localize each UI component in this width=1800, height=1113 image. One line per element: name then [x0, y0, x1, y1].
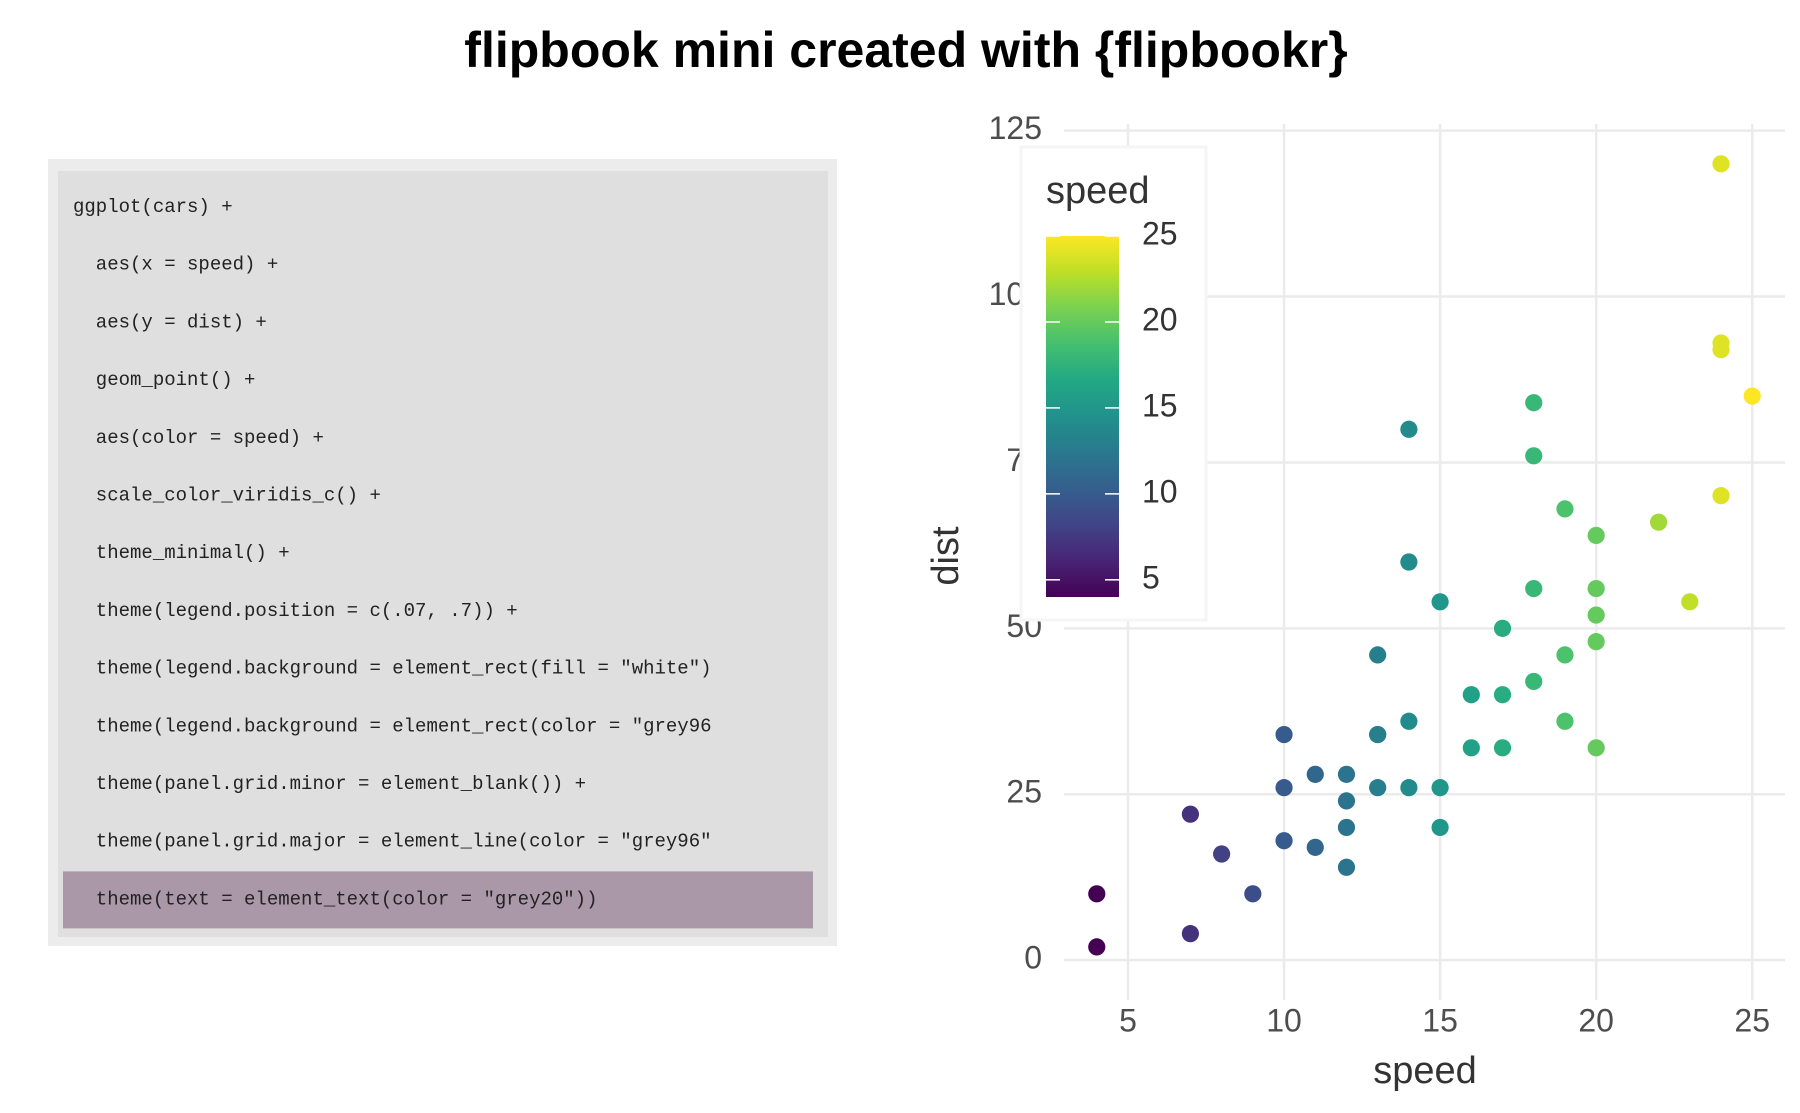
point — [1587, 606, 1605, 624]
legend-tick-label: 5 — [1142, 559, 1160, 595]
point — [1587, 579, 1605, 598]
point — [1306, 765, 1324, 783]
x-tick-label: 20 — [1578, 1002, 1614, 1038]
y-axis-label: dist — [925, 526, 967, 586]
code-highlight — [63, 871, 813, 929]
point — [1337, 818, 1356, 837]
legend-tick-label: 20 — [1142, 301, 1178, 337]
code-block: ggplot(cars) + aes(x = speed) + aes(y = … — [63, 196, 813, 929]
code-line: aes(color = speed) + — [73, 427, 324, 449]
point — [1431, 593, 1449, 611]
point — [1088, 885, 1106, 903]
point — [1525, 579, 1543, 598]
y-tick-label: 125 — [989, 110, 1042, 146]
point — [1587, 633, 1605, 651]
point — [1275, 725, 1293, 744]
x-tick-label: 25 — [1734, 1002, 1770, 1038]
code-line: scale_color_viridis_c() + — [73, 485, 381, 507]
point — [1525, 447, 1543, 465]
point — [1244, 885, 1262, 903]
point — [1681, 593, 1699, 611]
point — [1587, 526, 1605, 545]
point — [1462, 686, 1480, 704]
x-tick-label: 5 — [1119, 1002, 1137, 1038]
plot: 0255075100125510152025 — [989, 110, 1785, 1038]
point — [1213, 845, 1231, 863]
code-line: aes(y = dist) + — [73, 311, 267, 333]
x-axis-label: speed — [1373, 1050, 1477, 1092]
point — [1275, 832, 1293, 850]
code-line: theme(legend.background = element_rect(c… — [73, 715, 712, 737]
code-line: geom_point() + — [73, 369, 255, 391]
point — [1587, 739, 1605, 757]
point — [1088, 938, 1106, 956]
point — [1431, 779, 1449, 797]
x-tick-label: 10 — [1266, 1002, 1302, 1038]
code-line: theme(panel.grid.major = element_line(co… — [73, 831, 712, 853]
point — [1337, 765, 1356, 783]
point — [1369, 646, 1387, 664]
point — [1369, 725, 1387, 744]
code-line: aes(x = speed) + — [73, 254, 278, 276]
legend: speed 5 10 15 20 25 — [1019, 145, 1208, 622]
colorbar — [1046, 236, 1119, 597]
point — [1712, 155, 1730, 173]
code-line: theme_minimal() + — [73, 542, 290, 564]
point — [1493, 739, 1512, 757]
point — [1743, 387, 1761, 405]
point — [1400, 420, 1418, 438]
point — [1400, 779, 1418, 797]
point — [1181, 925, 1200, 943]
page-title: flipbook mini created with {flipbookr} — [464, 22, 1347, 78]
point — [1556, 646, 1574, 664]
y-tick-label: 0 — [1024, 940, 1042, 976]
point — [1400, 712, 1418, 730]
point — [1712, 487, 1730, 505]
y-tick-label: 25 — [1006, 774, 1042, 810]
point — [1462, 739, 1480, 757]
code-panel-inner — [58, 171, 828, 937]
point — [1181, 805, 1200, 823]
point — [1556, 500, 1574, 518]
point — [1712, 334, 1730, 352]
legend-tick-label: 15 — [1142, 387, 1178, 423]
code-line: theme(legend.background = element_rect(f… — [73, 658, 712, 680]
code-line: theme(legend.position = c(.07, .7)) + — [73, 600, 518, 622]
code-line: theme(panel.grid.minor = element_blank()… — [73, 773, 586, 795]
legend-title: speed — [1046, 170, 1150, 212]
point — [1369, 779, 1387, 797]
legend-tick-label: 10 — [1142, 473, 1178, 509]
x-tick-label: 15 — [1422, 1002, 1458, 1038]
point — [1556, 712, 1574, 730]
code-line: theme(text = element_text(color = "grey2… — [73, 888, 598, 910]
legend-tick-label: 25 — [1142, 215, 1178, 251]
point — [1525, 672, 1543, 691]
point — [1649, 513, 1668, 531]
point — [1275, 779, 1293, 797]
code-line: ggplot(cars) + — [73, 196, 233, 218]
point — [1337, 858, 1356, 876]
point — [1400, 553, 1418, 571]
point — [1337, 792, 1356, 810]
point — [1493, 686, 1512, 704]
point — [1525, 394, 1543, 412]
point — [1493, 619, 1512, 637]
point — [1306, 838, 1324, 856]
point — [1431, 818, 1449, 837]
